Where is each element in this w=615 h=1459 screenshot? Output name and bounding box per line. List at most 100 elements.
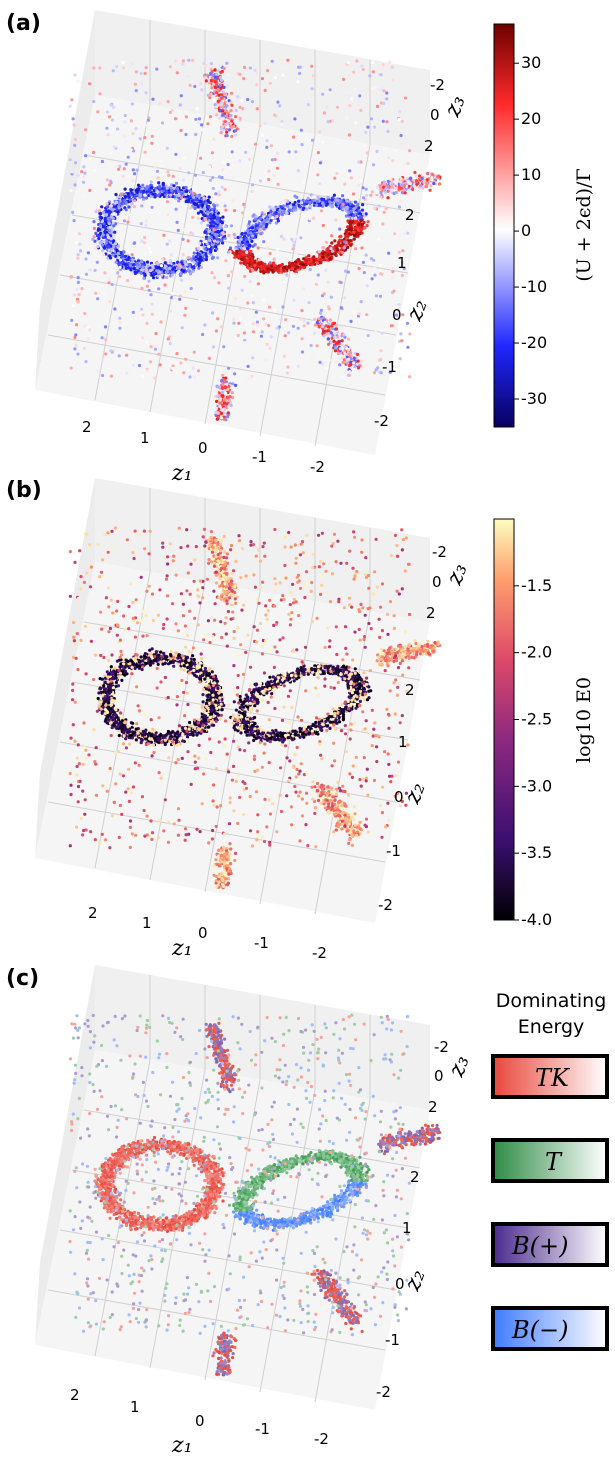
scatter-point	[182, 186, 186, 190]
scatter-point	[319, 261, 323, 265]
scatter-point	[370, 126, 374, 130]
scatter-point	[393, 180, 397, 184]
scatter-point	[111, 221, 115, 225]
scatter-point	[212, 228, 216, 232]
scatter-point	[267, 169, 271, 173]
scatter-point	[347, 352, 351, 356]
scatter-point	[302, 265, 306, 270]
scatter-point	[233, 115, 238, 119]
scatter-point	[192, 350, 196, 354]
scatter-point	[109, 103, 113, 107]
scatter-point	[312, 259, 316, 263]
scatter-point	[328, 318, 332, 322]
scatter-point	[370, 61, 375, 65]
scatter-point	[117, 354, 121, 358]
scatter-point	[175, 187, 180, 191]
scatter-point	[317, 130, 322, 134]
scatter-point	[265, 342, 269, 346]
scatter-point	[279, 205, 283, 209]
scatter-point	[84, 360, 88, 364]
scatter-point	[399, 180, 403, 184]
scatter-point	[138, 136, 142, 141]
scatter-point	[118, 195, 123, 199]
scatter-point	[188, 375, 192, 379]
z-tick: 2	[424, 137, 434, 155]
scatter-point	[140, 82, 144, 86]
scatter-point	[432, 181, 436, 186]
scatter-point	[141, 313, 145, 317]
scatter-point	[364, 130, 368, 135]
scatter-point	[308, 217, 312, 221]
scatter-point	[379, 195, 383, 199]
scatter-point	[178, 294, 182, 298]
scatter-point	[359, 360, 363, 364]
scatter-point	[380, 87, 384, 91]
scatter-point	[260, 330, 264, 334]
scatter-point	[131, 168, 135, 172]
colorbar-tick-label: -30	[521, 389, 547, 408]
scatter-point	[134, 127, 138, 131]
scatter-point	[222, 85, 226, 89]
scatter-point	[108, 277, 112, 281]
scatter-point	[342, 246, 346, 250]
scatter-point	[322, 111, 326, 115]
scatter-point	[220, 185, 224, 189]
scatter-point	[123, 195, 127, 199]
scatter-point	[234, 108, 238, 112]
scatter-point	[188, 720, 192, 725]
scatter-point	[124, 737, 128, 741]
scatter-point	[196, 246, 201, 251]
scatter-point	[349, 319, 353, 323]
scatter-point	[359, 219, 363, 223]
scatter-point	[208, 165, 212, 169]
scatter-point	[106, 717, 110, 722]
scatter-point	[231, 175, 235, 179]
scatter-point	[96, 297, 100, 301]
scatter-point	[115, 317, 119, 321]
scatter-point	[311, 74, 315, 78]
scatter-point	[166, 270, 170, 274]
scatter-point	[94, 291, 98, 295]
scatter-point	[273, 267, 277, 271]
scatter-point	[179, 128, 183, 133]
scatter-point	[291, 240, 295, 244]
scatter-point	[191, 654, 195, 658]
scatter-point	[126, 192, 130, 196]
scatter-point	[212, 137, 216, 141]
scatter-point	[276, 269, 280, 273]
scatter-point	[310, 138, 315, 142]
scatter-point	[254, 310, 258, 314]
scatter-point	[301, 263, 305, 267]
scatter-point	[342, 333, 346, 337]
scatter-point	[278, 104, 282, 108]
scatter-point	[98, 92, 102, 96]
scatter-point	[287, 150, 291, 154]
scatter-point	[361, 260, 365, 264]
scatter-point	[112, 224, 116, 228]
scatter-point	[131, 132, 135, 136]
scatter-point	[77, 232, 81, 236]
scatter-point	[209, 71, 213, 75]
scatter-point	[363, 337, 367, 341]
scatter-point	[104, 338, 108, 342]
scatter-point	[133, 199, 137, 203]
scatter-point	[369, 117, 373, 121]
scatter-point	[216, 211, 220, 215]
scatter-point	[220, 325, 224, 329]
scatter-point	[352, 230, 356, 234]
scatter-point	[407, 188, 411, 192]
scatter-point	[221, 241, 225, 245]
scatter-point	[149, 195, 153, 199]
scatter-point	[88, 268, 92, 272]
scatter-point	[163, 187, 167, 191]
scatter-point	[126, 220, 130, 224]
scatter-point	[172, 186, 176, 190]
x-tick: -1	[252, 448, 267, 466]
scatter-point	[381, 259, 385, 263]
scatter-point	[308, 267, 312, 272]
scatter-point	[328, 129, 332, 133]
scatter-point	[268, 261, 272, 265]
scatter-point	[125, 371, 129, 375]
scatter-point	[359, 108, 363, 112]
scatter-point	[353, 225, 357, 230]
